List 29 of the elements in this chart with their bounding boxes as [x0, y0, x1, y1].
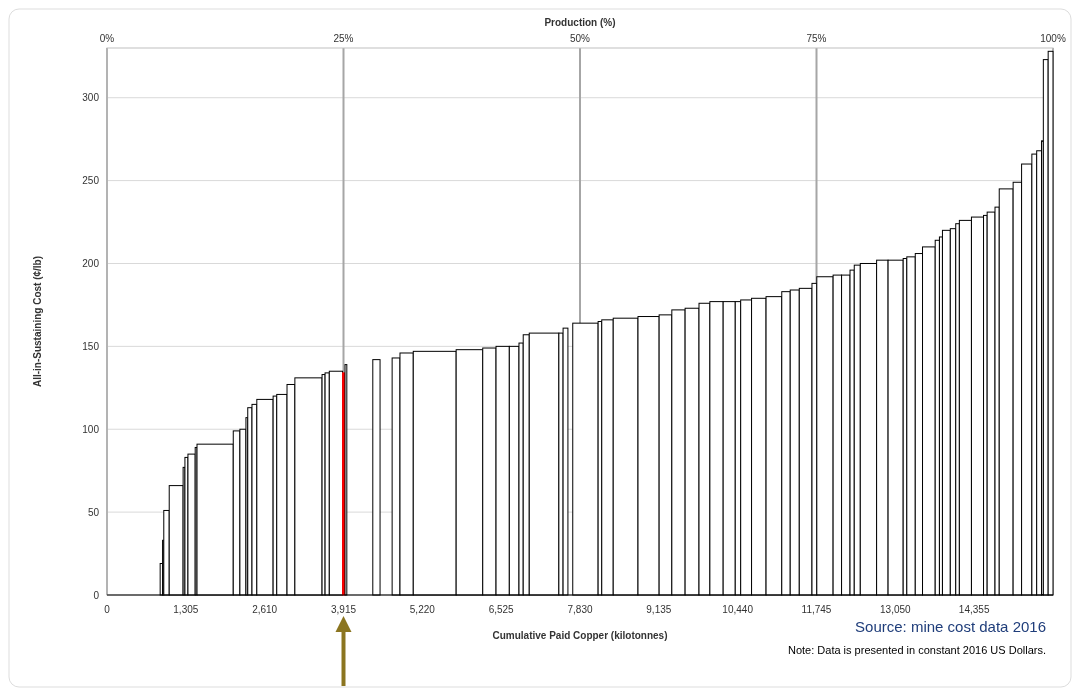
x-tick-label: 2,610 [252, 604, 278, 615]
x-axis-title: Cumulative Paid Copper (kilotonnes) [492, 630, 668, 641]
x-tick-label: 1,305 [173, 604, 199, 615]
x2-axis-title: Production (%) [544, 17, 616, 28]
x-tick-label: 9,135 [646, 604, 672, 615]
y-tick-label: 50 [87, 506, 100, 518]
x-tick-label: 5,220 [409, 604, 436, 615]
x2-tick-label: 0% [99, 33, 115, 44]
x-tick-label: 7,830 [567, 604, 593, 615]
text: Note: Data is presented in constant 2016 US Dollars. [787, 644, 1046, 656]
y-tick-label: 200 [82, 257, 100, 269]
y-tick-label: 250 [82, 175, 100, 187]
x-tick-label: 0 [104, 604, 111, 615]
x-tick-label: 14,355 [958, 604, 990, 615]
x2-tick-label: 50% [569, 33, 591, 44]
y-tick-label: 300 [82, 92, 100, 104]
x-tick-label: 6,525 [488, 604, 515, 615]
x-tick-label: 11,745 [801, 604, 832, 615]
x-tick-label: 10,440 [722, 604, 754, 615]
source-note: Source: mine cost data 2016 [855, 618, 1046, 635]
x-tick-label: 13,050 [880, 604, 912, 615]
x-tick-label: 3,915 [330, 604, 357, 615]
x2-tick-label: 25% [333, 33, 354, 44]
y-tick-label: 150 [82, 340, 100, 352]
y-axis-title: All-in-Sustaining Cost (¢/lb) [32, 255, 43, 388]
x2-tick-label: 100% [1040, 33, 1066, 44]
y-tick-label: 100 [82, 423, 100, 435]
x2-tick-label: 75% [806, 33, 827, 44]
y-tick-label: 0 [93, 589, 100, 601]
